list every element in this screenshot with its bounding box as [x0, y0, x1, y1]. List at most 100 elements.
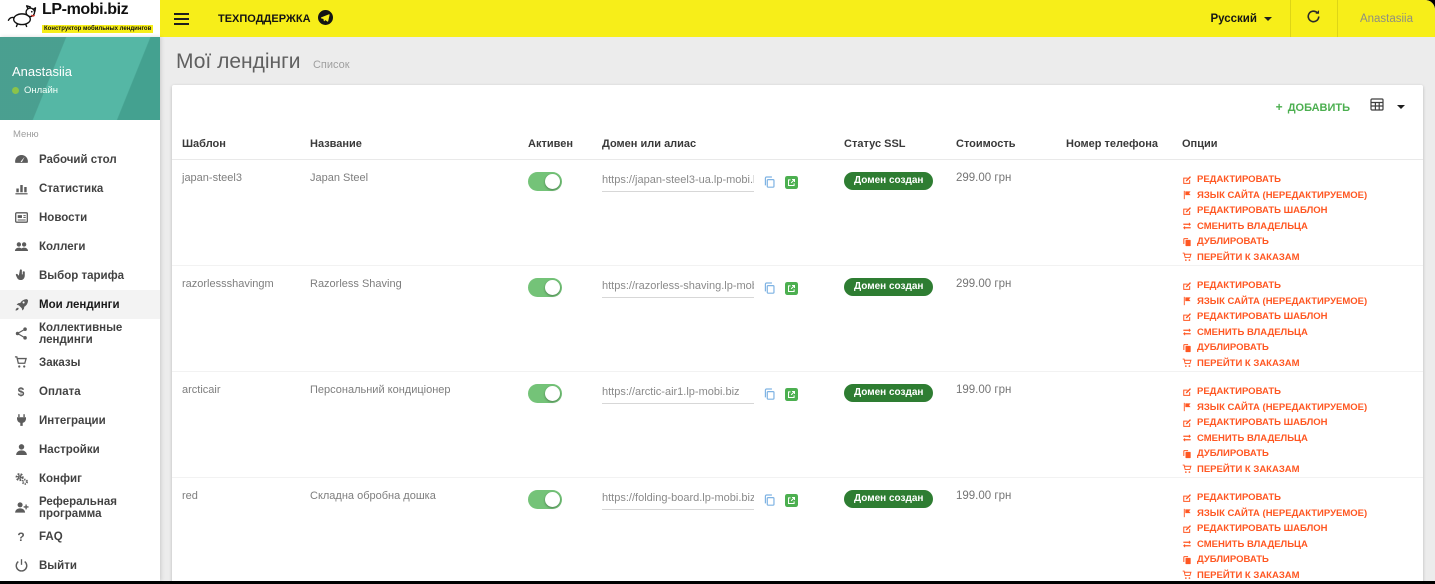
sidebar-user-panel: Anastasiia Онлайн — [0, 37, 160, 120]
sidebar-item[interactable]: Настройки — [0, 435, 160, 464]
sidebar-item[interactable]: Интеграции — [0, 406, 160, 435]
table-row: red Складна обробна дошка — [172, 477, 1423, 582]
active-toggle[interactable] — [528, 490, 562, 509]
active-toggle[interactable] — [528, 384, 562, 403]
sidebar-item-label: Оплата — [39, 385, 81, 398]
column-header: Активен — [518, 129, 592, 160]
online-status-icon — [12, 87, 19, 94]
option-go-to-orders-link[interactable]: ПЕРЕЙТИ К ЗАКАЗАМ — [1182, 568, 1419, 582]
news-icon — [13, 210, 29, 225]
option-change-owner-link[interactable]: СМЕНИТЬ ВЛАДЕЛЬЦА — [1182, 325, 1419, 341]
column-header: Домен или алиас — [592, 129, 834, 160]
domain-input[interactable] — [602, 490, 754, 510]
open-site-icon[interactable] — [785, 175, 798, 189]
option-site-language-link[interactable]: ЯЗЫК САЙТА (НЕРЕДАКТИРУЕМОЕ) — [1182, 400, 1419, 416]
sidebar-item[interactable]: Заказы — [0, 348, 160, 377]
active-toggle[interactable] — [528, 278, 562, 297]
user-status: Онлайн — [12, 85, 148, 96]
open-site-icon[interactable] — [785, 281, 798, 295]
sidebar-item[interactable]: Новости — [0, 203, 160, 232]
sidebar-item[interactable]: Конфиг — [0, 464, 160, 493]
status-label: Онлайн — [24, 85, 59, 96]
option-label: РЕДАКТИРОВАТЬ ШАБЛОН — [1197, 311, 1328, 322]
brand-logo[interactable]: LP-mobi.biz Конструктор мобильных лендин… — [0, 0, 160, 37]
domain-input[interactable] — [602, 172, 754, 192]
domain-input[interactable] — [602, 384, 754, 404]
sidebar-item-label: Мои лендинги — [39, 298, 120, 311]
option-edit-link[interactable]: РЕДАКТИРОВАТЬ — [1182, 172, 1419, 188]
option-site-language-link[interactable]: ЯЗЫК САЙТА (НЕРЕДАКТИРУЕМОЕ) — [1182, 294, 1419, 310]
copy-icon[interactable] — [763, 175, 776, 189]
active-toggle[interactable] — [528, 172, 562, 191]
option-duplicate-link[interactable]: ДУБЛИРОВАТЬ — [1182, 552, 1419, 568]
option-edit-link[interactable]: РЕДАКТИРОВАТЬ — [1182, 278, 1419, 294]
sidebar-item[interactable]: Реферальная программа — [0, 493, 160, 522]
table-view-dropdown[interactable] — [1370, 98, 1405, 116]
flag-icon — [1182, 296, 1192, 306]
option-edit-template-link[interactable]: РЕДАКТИРОВАТЬ ШАБЛОН — [1182, 521, 1419, 537]
flag-icon — [1182, 402, 1192, 412]
sidebar-item[interactable]: Коллективные лендинги — [0, 319, 160, 348]
copy-icon[interactable] — [763, 281, 776, 295]
landing-name: Складна обробна дошка — [310, 490, 436, 502]
table-header-row: Шаблон Название Активен Домен или алиас Стат… — [172, 129, 1423, 160]
landing-name: Razorless Shaving — [310, 278, 402, 290]
copy-icon[interactable] — [763, 387, 776, 401]
option-change-owner-link[interactable]: СМЕНИТЬ ВЛАДЕЛЬЦА — [1182, 431, 1419, 447]
option-site-language-link[interactable]: ЯЗЫК САЙТА (НЕРЕДАКТИРУЕМОЕ) — [1182, 506, 1419, 522]
edit-icon — [1182, 312, 1192, 322]
sidebar-item[interactable]: Коллеги — [0, 232, 160, 261]
brand-subtitle: Конструктор мобильных лендингов — [42, 25, 154, 33]
sidebar-item[interactable]: ? FAQ — [0, 522, 160, 551]
cost-value: 199.00 грн — [956, 384, 1012, 396]
sidebar-item[interactable]: Мои лендинги — [0, 290, 160, 319]
sidebar-item[interactable]: $ Оплата — [0, 377, 160, 406]
copy-icon[interactable] — [763, 493, 776, 507]
sidebar-item-label: Реферальная программа — [39, 495, 117, 520]
option-duplicate-link[interactable]: ДУБЛИРОВАТЬ — [1182, 340, 1419, 356]
landings-table: Шаблон Название Активен Домен или алиас Стат… — [172, 129, 1423, 581]
option-edit-link[interactable]: РЕДАКТИРОВАТЬ — [1182, 384, 1419, 400]
ssl-status-badge: Домен создан — [844, 278, 934, 296]
option-go-to-orders-link[interactable]: ПЕРЕЙТИ К ЗАКАЗАМ — [1182, 250, 1419, 266]
domain-input[interactable] — [602, 278, 754, 298]
option-change-owner-link[interactable]: СМЕНИТЬ ВЛАДЕЛЬЦА — [1182, 219, 1419, 235]
option-label: СМЕНИТЬ ВЛАДЕЛЬЦА — [1197, 220, 1308, 232]
cart-icon — [1182, 464, 1192, 474]
chevron-down-icon — [1397, 105, 1405, 109]
option-label: ПЕРЕЙТИ К ЗАКАЗАМ — [1197, 463, 1300, 475]
option-edit-template-link[interactable]: РЕДАКТИРОВАТЬ ШАБЛОН — [1182, 309, 1419, 325]
sidebar-item[interactable]: Статистика — [0, 174, 160, 203]
template-name: japan-steel3 — [182, 172, 242, 184]
dashboard-icon — [13, 152, 29, 167]
option-duplicate-link[interactable]: ДУБЛИРОВАТЬ — [1182, 446, 1419, 462]
sidebar-item-label: Выбор тарифа — [39, 269, 125, 282]
option-edit-template-link[interactable]: РЕДАКТИРОВАТЬ ШАБЛОН — [1182, 203, 1419, 219]
option-label: РЕДАКТИРОВАТЬ — [1197, 280, 1281, 291]
landing-name: Персональний кондиціонер — [310, 384, 451, 396]
header-username[interactable]: Anastasiia — [1336, 0, 1435, 37]
option-site-language-link[interactable]: ЯЗЫК САЙТА (НЕРЕДАКТИРУЕМОЕ) — [1182, 188, 1419, 204]
refresh-icon — [1306, 9, 1321, 29]
exchange-icon — [1182, 221, 1192, 231]
open-site-icon[interactable] — [785, 387, 798, 401]
option-go-to-orders-link[interactable]: ПЕРЕЙТИ К ЗАКАЗАМ — [1182, 356, 1419, 372]
sidebar-item[interactable]: Выбор тарифа — [0, 261, 160, 290]
menu-toggle-button[interactable] — [160, 0, 202, 37]
add-button[interactable]: ДОБАВИТЬ — [1276, 100, 1350, 114]
option-go-to-orders-link[interactable]: ПЕРЕЙТИ К ЗАКАЗАМ — [1182, 462, 1419, 478]
sidebar-item[interactable]: Выйти — [0, 551, 160, 580]
option-change-owner-link[interactable]: СМЕНИТЬ ВЛАДЕЛЬЦА — [1182, 537, 1419, 553]
language-dropdown[interactable]: Русский — [1192, 0, 1289, 37]
support-link[interactable]: ТЕХПОДДЕРЖКА — [202, 0, 349, 37]
ssl-status-badge: Домен создан — [844, 172, 934, 190]
option-duplicate-link[interactable]: ДУБЛИРОВАТЬ — [1182, 234, 1419, 250]
open-site-icon[interactable] — [785, 493, 798, 507]
toggle-knob — [545, 492, 560, 507]
sidebar-item[interactable]: Рабочий стол — [0, 145, 160, 174]
toggle-knob — [545, 280, 560, 295]
option-label: РЕДАКТИРОВАТЬ ШАБЛОН — [1197, 523, 1328, 534]
refresh-button[interactable] — [1289, 0, 1337, 37]
option-edit-template-link[interactable]: РЕДАКТИРОВАТЬ ШАБЛОН — [1182, 415, 1419, 431]
option-edit-link[interactable]: РЕДАКТИРОВАТЬ — [1182, 490, 1419, 506]
